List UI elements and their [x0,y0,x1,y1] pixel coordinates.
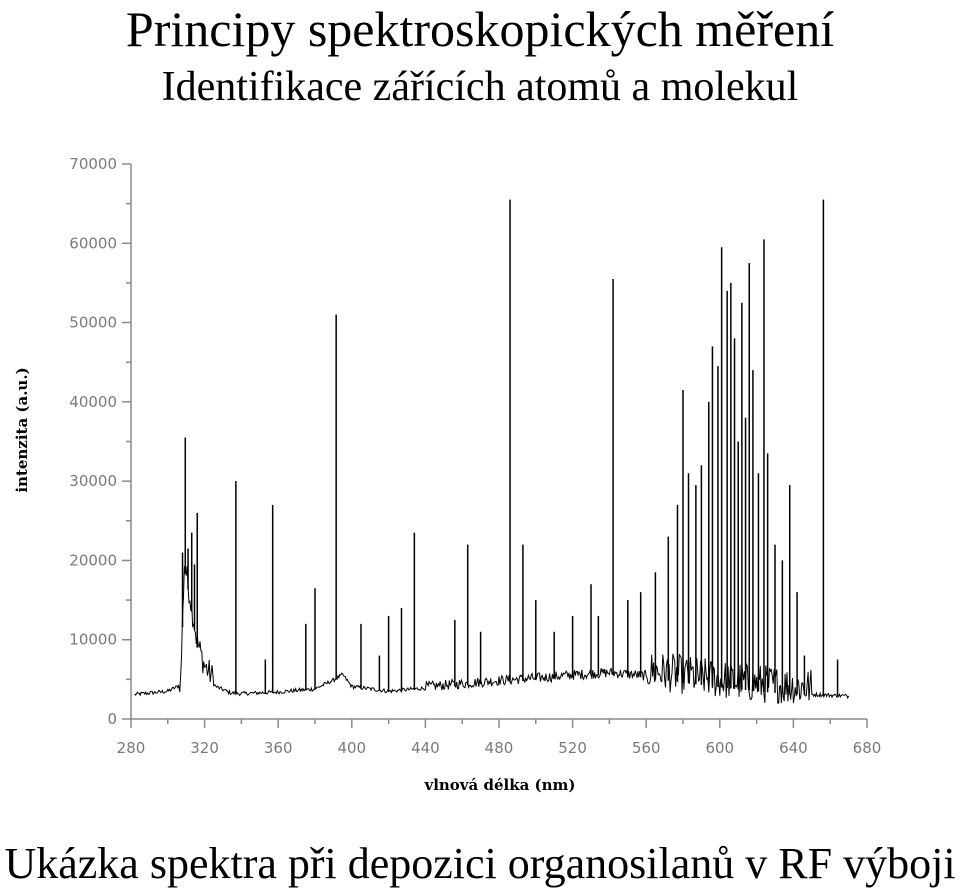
y-axis: 0 10000 20000 30000 40000 50000 60000 70000 [69,155,132,728]
y-tick-label: 40000 [69,393,117,411]
y-tick-label: 10000 [69,631,117,649]
spectrum-chart: 0 10000 20000 30000 40000 50000 60000 70000 280… [13,155,882,794]
x-tick-label: 440 [411,739,440,757]
x-tick-label: 280 [117,739,146,757]
slide-caption: Ukázka spektra při depozici organosilanů… [4,839,956,888]
y-tick-label: 70000 [69,155,117,173]
x-tick-label: 320 [190,739,219,757]
y-tick-label: 20000 [69,551,117,569]
spectrum-series [134,199,850,704]
y-tick-label: 60000 [69,234,117,252]
y-tick-label: 50000 [69,314,117,332]
x-tick-label: 480 [485,739,514,757]
y-tick-label: 30000 [69,472,117,490]
x-tick-label: 400 [337,739,366,757]
x-tick-label: 640 [779,739,808,757]
x-tick-label: 360 [264,739,293,757]
spectrum-line [134,566,850,704]
y-tick-label: 0 [107,710,117,728]
page-subtitle: Identifikace zářících atomů a molekul [161,64,799,110]
x-axis: 280 320 360 400 440 480 520 560 600 640 680 [117,718,882,757]
x-tick-label: 560 [632,739,661,757]
x-axis-title: vlnová délka (nm) [423,776,575,794]
y-axis-title: intenzita (a.u.) [13,367,31,492]
x-tick-label: 520 [558,739,587,757]
x-tick-label: 600 [705,739,734,757]
x-tick-label: 680 [853,739,882,757]
page-title: Principy spektroskopických měření [125,1,835,57]
